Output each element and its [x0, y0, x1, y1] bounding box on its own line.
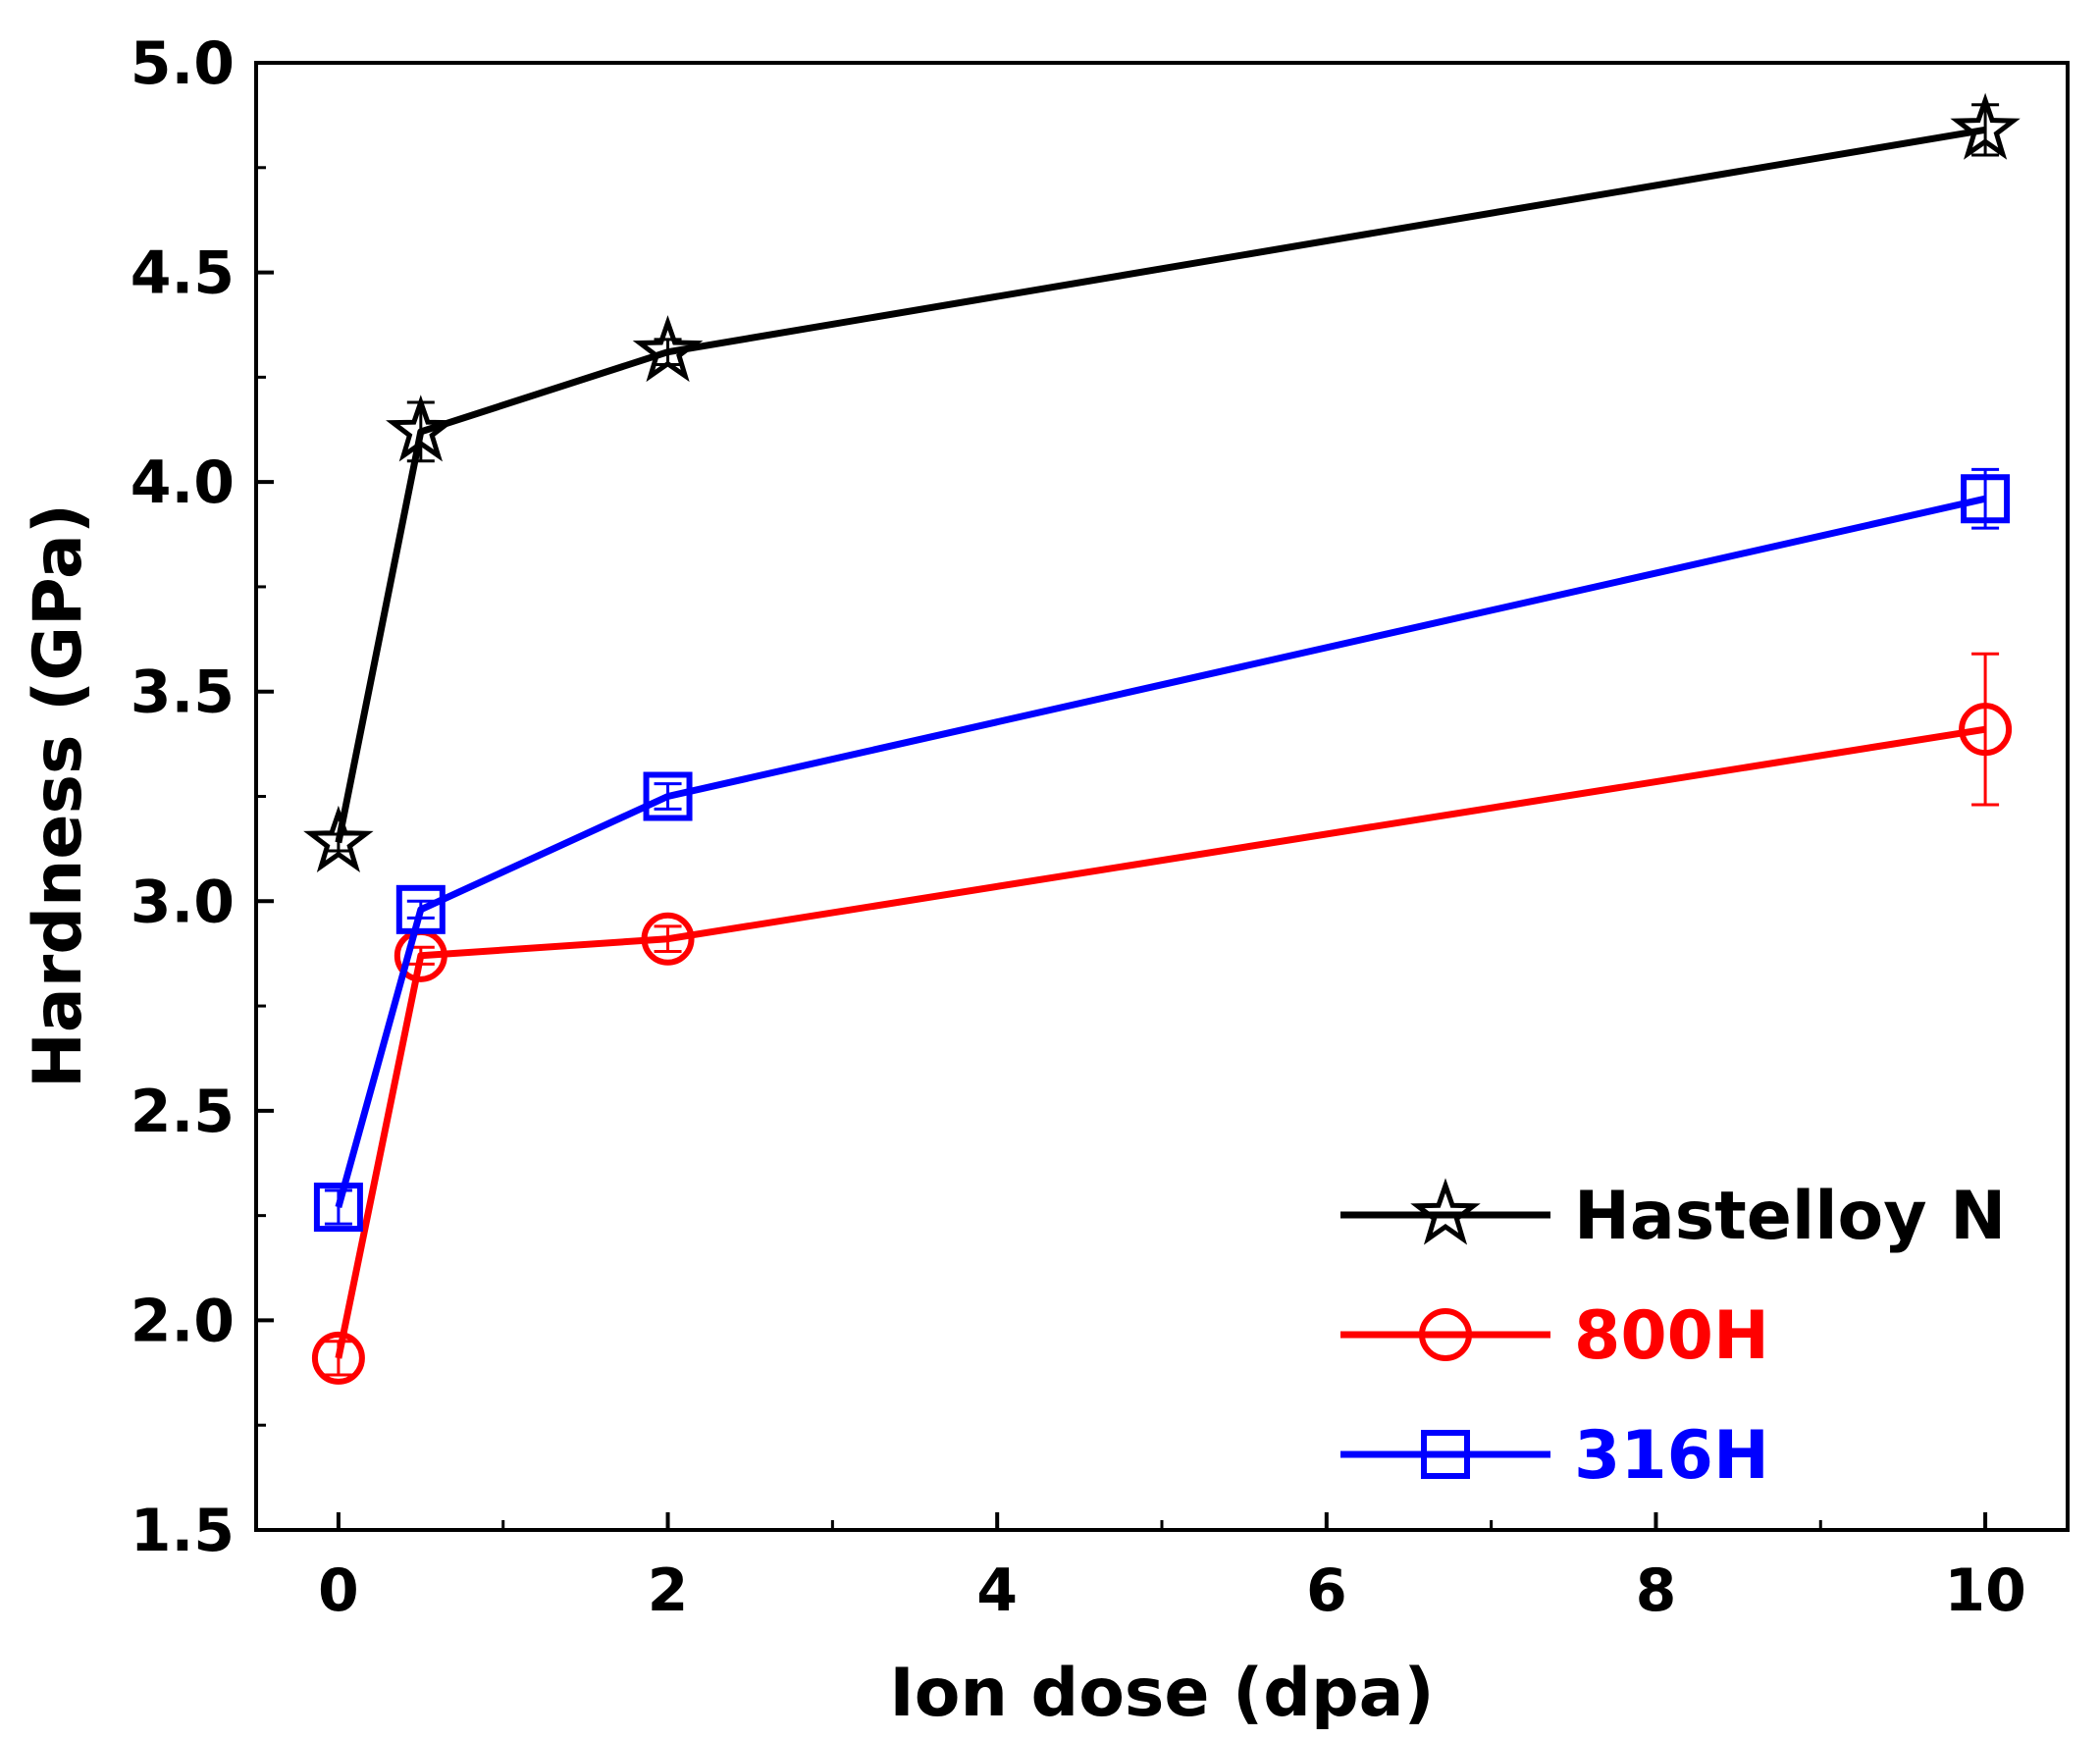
- x-axis-title: Ion dose (dpa): [889, 1655, 1434, 1732]
- series-line-hastelloy-n: [335, 126, 1986, 844]
- legend: Hastelloy N 800H 316H: [1340, 1178, 2006, 1495]
- data-point-hastelloy-n: [303, 805, 374, 872]
- y-tick-label: 4.0: [131, 448, 235, 517]
- legend-label: 316H: [1574, 1417, 1769, 1495]
- x-tick-label: 0: [318, 1556, 359, 1625]
- y-tick-label: 2.0: [131, 1287, 235, 1355]
- y-tick-label: 1.5: [131, 1497, 235, 1565]
- legend-marker-square: [1421, 1430, 1470, 1479]
- x-tick-label: 2: [648, 1556, 689, 1625]
- data-point-800h: [311, 1331, 365, 1385]
- legend-marker-circle: [1419, 1308, 1472, 1361]
- legend-item-316h: 316H: [1340, 1417, 1769, 1495]
- legend-marker-star: [1410, 1178, 1481, 1245]
- y-tick-label: 5.0: [131, 29, 235, 98]
- series-group: [303, 92, 2021, 1385]
- series-316h: [313, 467, 2011, 1233]
- axes: 0 2 4 6 8 10 1.5 2.0 2.5 3.0 3.5 4.0 4.5 5.0: [131, 29, 2026, 1625]
- data-point-316h: [395, 884, 446, 934]
- y-tick-label: 2.5: [131, 1078, 235, 1146]
- series-hastelloy-n: [303, 92, 2021, 872]
- legend-label: 800H: [1574, 1297, 1769, 1375]
- x-tick-label: 8: [1636, 1556, 1677, 1625]
- y-axis-title: Hardness (GPa): [20, 503, 97, 1088]
- series-800h: [311, 652, 2013, 1385]
- x-tick-label: 6: [1306, 1556, 1347, 1625]
- legend-item-800h: 800H: [1340, 1297, 1769, 1375]
- data-point-hastelloy-n: [632, 315, 704, 383]
- y-tick-label: 3.0: [131, 868, 235, 936]
- data-point-hastelloy-n: [386, 395, 456, 462]
- data-point-hastelloy-n: [1950, 92, 2021, 160]
- data-point-800h: [641, 912, 695, 966]
- legend-item-hastelloy-n: Hastelloy N: [1340, 1178, 2006, 1255]
- data-point-316h: [1961, 474, 2011, 524]
- plot-frame: [254, 61, 2070, 1532]
- data-point-316h: [643, 771, 693, 821]
- x-tick-label: 4: [976, 1556, 1018, 1625]
- y-tick-label: 4.5: [131, 239, 235, 308]
- data-point-800h: [1959, 703, 2013, 757]
- y-tick-label: 3.5: [131, 659, 235, 727]
- series-line-800h: [335, 725, 1986, 1359]
- data-point-316h: [313, 1183, 363, 1233]
- x-tick-label: 10: [1944, 1556, 2026, 1625]
- series-line-316h: [335, 495, 1986, 1209]
- legend-label: Hastelloy N: [1574, 1178, 2006, 1255]
